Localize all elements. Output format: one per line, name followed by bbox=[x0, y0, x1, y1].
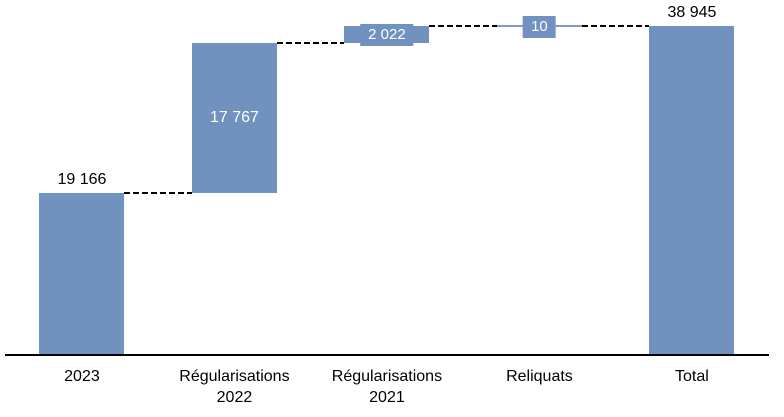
connector-line bbox=[276, 42, 345, 44]
category-label-line: Régularisations bbox=[179, 368, 290, 385]
category-label-regularisations-2022: Régularisations 2022 bbox=[158, 366, 311, 408]
bar-value-label-total: 38 945 bbox=[667, 4, 717, 21]
category-label-regularisations-2021: Régularisations 2021 bbox=[311, 366, 464, 408]
bar-regularisations-2022 bbox=[191, 42, 277, 194]
connector-line bbox=[581, 25, 650, 27]
connector-line bbox=[124, 192, 192, 194]
bar-value-label-regularisations-2021: 2 022 bbox=[360, 24, 414, 47]
category-label-2023: 2023 bbox=[6, 366, 159, 387]
bar-value-label-reliquats: 10 bbox=[523, 15, 556, 38]
category-label-line: Régularisations bbox=[331, 368, 443, 385]
category-label-line: Reliquats bbox=[506, 368, 573, 385]
connector-line bbox=[429, 25, 497, 27]
category-label-line: 2022 bbox=[216, 389, 253, 406]
bar-2023 bbox=[39, 193, 125, 355]
bar-value-label-2023: 19 166 bbox=[57, 171, 107, 189]
bar-value-label-regularisations-2022: 17 767 bbox=[209, 109, 259, 127]
category-label-line: 2021 bbox=[369, 389, 405, 406]
category-label-total: Total bbox=[616, 366, 769, 387]
bar-total bbox=[649, 26, 735, 355]
category-label-reliquats: Reliquats bbox=[463, 366, 616, 387]
category-label-line: Total bbox=[675, 368, 709, 385]
x-axis-line bbox=[5, 354, 769, 356]
category-label-line: 2023 bbox=[64, 368, 100, 385]
